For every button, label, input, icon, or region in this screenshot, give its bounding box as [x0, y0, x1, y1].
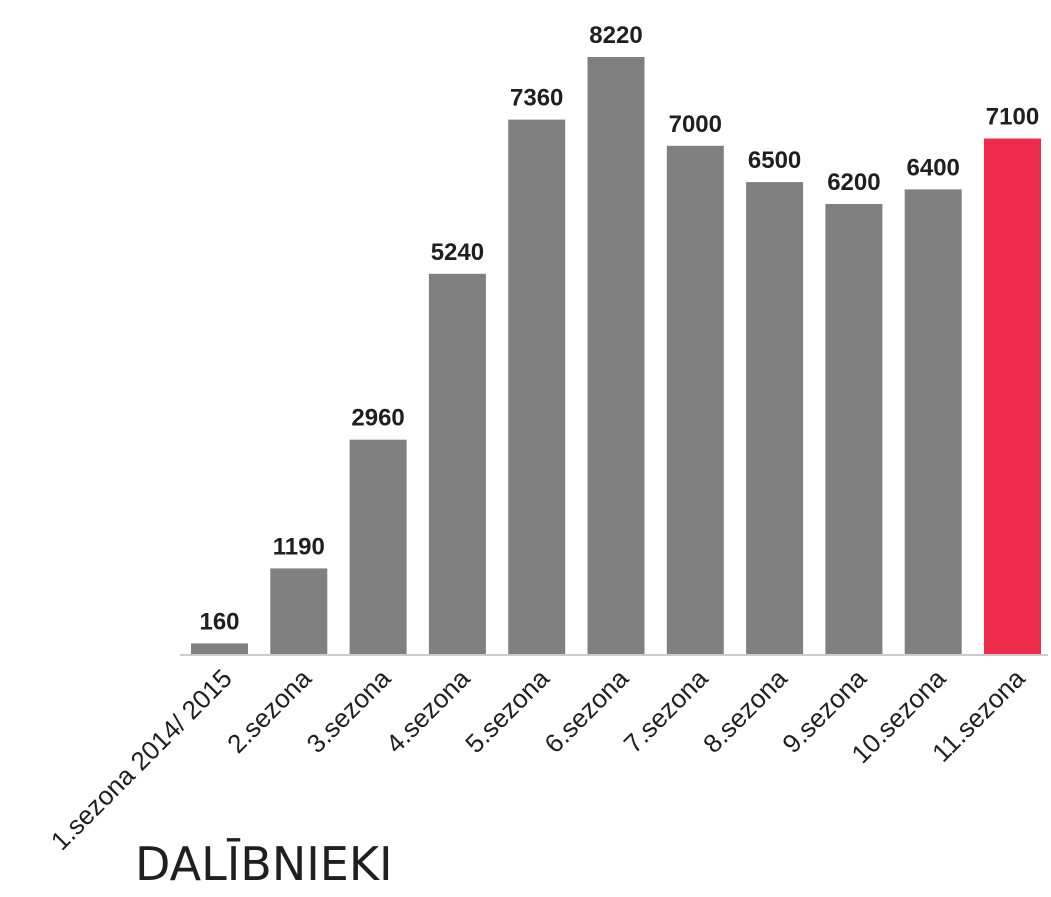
value-label-4: 5240	[431, 239, 484, 266]
bar-10	[904, 189, 962, 655]
value-labels-group: 160 1190 2960 5240 7360 8220 7000 6500 6200 6400 7…	[199, 22, 1039, 635]
value-label-5: 7360	[510, 85, 563, 112]
x-tick-labels-group: 1.sezona 2014/ 20152.sezona3.sezona4.sez…	[45, 663, 1031, 856]
x-tick-label-2: 2.sezona	[221, 663, 317, 759]
x-tick-label-7: 7.sezona	[618, 663, 714, 759]
value-label-7: 7000	[669, 111, 722, 138]
bar-7	[666, 145, 724, 656]
bar-6	[587, 57, 645, 655]
value-label-10: 6400	[907, 154, 960, 181]
value-label-2: 1190	[273, 533, 325, 560]
value-label-3: 2960	[351, 405, 404, 432]
x-tick-label-5: 5.sezona	[459, 663, 555, 759]
bar-5	[508, 119, 566, 656]
bar-2	[270, 568, 328, 655]
bar-9	[825, 204, 883, 655]
value-label-9: 6200	[827, 169, 880, 196]
x-tick-label-4: 4.sezona	[380, 663, 476, 759]
value-label-11: 7100	[986, 104, 1039, 131]
bar-4	[428, 273, 486, 655]
bars-group	[191, 57, 1041, 656]
x-tick-label-3: 3.sezona	[301, 663, 397, 759]
bar-11	[984, 138, 1041, 655]
chart-title: DALĪBNIEKI	[135, 837, 393, 891]
value-label-1: 160	[199, 608, 239, 635]
x-tick-label-6: 6.sezona	[538, 663, 634, 759]
x-tick-label-8: 8.sezona	[697, 663, 793, 759]
bar-8	[746, 182, 804, 655]
value-label-6: 8220	[589, 22, 642, 49]
bar-1	[191, 643, 248, 655]
bar-3	[349, 439, 407, 655]
value-label-8: 6500	[748, 147, 801, 174]
x-tick-label-1: 1.sezona 2014/ 2015	[45, 663, 238, 856]
